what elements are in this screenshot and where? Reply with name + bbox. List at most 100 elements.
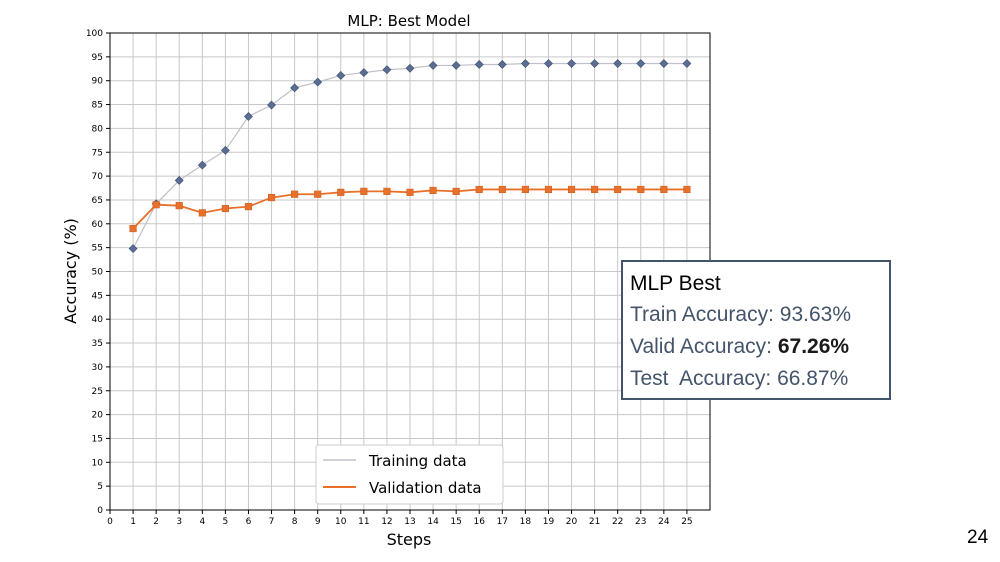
x-tick-label: 1: [130, 517, 136, 527]
data-point-training-data: [659, 59, 669, 68]
y-tick-label: 80: [92, 124, 104, 134]
y-tick-label: 0: [97, 506, 103, 516]
y-tick-label: 70: [92, 172, 104, 182]
y-tick-label: 15: [92, 434, 103, 444]
x-tick-label: 3: [176, 517, 182, 527]
test-accuracy-label: Test Accuracy:: [630, 367, 778, 390]
x-axis-label: Steps: [387, 530, 432, 549]
x-tick-label: 4: [199, 517, 205, 527]
data-point-validation-data: [152, 201, 160, 209]
data-point-training-data: [636, 59, 646, 68]
y-tick-label: 55: [92, 244, 103, 254]
data-point-validation-data: [360, 187, 368, 195]
x-tick-label: 21: [589, 517, 600, 527]
x-tick-label: 19: [543, 517, 555, 527]
x-tick-label: 13: [404, 517, 415, 527]
y-tick-label: 20: [92, 411, 104, 421]
y-axis-ticks: 0 5 10 15 20 25 30 35 40 45 50 55 60 65 70 75 80 85 90 95 10…: [86, 29, 110, 516]
series-training-data: [128, 59, 692, 254]
x-tick-label: 6: [246, 517, 252, 527]
data-point-validation-data: [452, 187, 460, 195]
train-accuracy-value: 93.63%: [779, 303, 852, 326]
data-point-training-data: [244, 112, 253, 121]
data-point-validation-data: [614, 185, 622, 194]
y-tick-label: 75: [92, 148, 103, 158]
data-point-training-data: [174, 175, 184, 185]
data-point-validation-data: [244, 203, 253, 211]
series-validation-data: [129, 185, 691, 233]
data-point-validation-data: [129, 225, 137, 233]
x-tick-label: 12: [381, 517, 392, 527]
chart-title: MLP: Best Model: [347, 12, 470, 30]
legend-label-training: Training data: [368, 452, 467, 470]
x-tick-label: 8: [292, 517, 298, 527]
data-point-training-data: [682, 59, 692, 68]
x-tick-label: 17: [497, 517, 508, 527]
data-point-validation-data: [475, 185, 483, 194]
data-point-validation-data: [291, 190, 299, 198]
y-tick-label: 40: [92, 315, 104, 325]
data-point-validation-data: [314, 190, 322, 198]
data-point-validation-data: [660, 185, 668, 194]
y-tick-label: 100: [86, 29, 103, 39]
y-tick-label: 90: [92, 77, 104, 87]
results-summary-box: MLP Best Train Accuracy: 93.63% Valid Ac…: [621, 260, 891, 400]
x-tick-label: 2: [153, 517, 159, 527]
summary-title: MLP Best: [630, 272, 721, 295]
data-point-validation-data: [498, 185, 506, 194]
data-point-validation-data: [429, 186, 437, 194]
x-tick-label: 20: [566, 517, 578, 527]
data-point-training-data: [520, 59, 530, 68]
test-accuracy-value: 66.87%: [777, 367, 849, 390]
data-point-validation-data: [383, 187, 391, 195]
y-axis-label: Accuracy (%): [61, 218, 80, 324]
y-tick-label: 35: [92, 339, 103, 349]
y-tick-label: 25: [92, 387, 103, 397]
data-point-training-data: [359, 68, 369, 78]
data-point-training-data: [451, 61, 461, 70]
legend: Training data Validation data: [315, 444, 504, 505]
data-point-validation-data: [637, 185, 645, 194]
data-point-validation-data: [567, 185, 576, 194]
x-tick-label: 25: [681, 517, 692, 527]
data-point-validation-data: [175, 202, 183, 210]
data-point-training-data: [613, 59, 623, 68]
data-point-training-data: [405, 63, 415, 73]
x-tick-label: 23: [635, 517, 646, 527]
data-point-training-data: [128, 244, 138, 254]
y-tick-label: 95: [92, 53, 103, 63]
data-point-training-data: [544, 59, 553, 68]
y-tick-label: 65: [92, 196, 103, 206]
legend-label-validation: Validation data: [369, 479, 482, 497]
y-tick-label: 50: [92, 268, 104, 278]
valid-accuracy-label: Valid Accuracy:: [630, 335, 778, 358]
valid-accuracy-value: 67.26%: [777, 335, 850, 358]
data-point-training-data: [267, 100, 276, 110]
grid: [109, 32, 710, 511]
y-tick-label: 10: [92, 458, 104, 468]
data-point-training-data: [220, 145, 230, 155]
data-point-validation-data: [406, 188, 414, 196]
series-layer: [128, 59, 692, 254]
y-tick-label: 60: [92, 220, 104, 230]
legend-frame: [315, 444, 504, 505]
data-point-validation-data: [337, 188, 345, 196]
x-tick-label: 9: [315, 517, 321, 527]
data-point-training-data: [497, 60, 507, 69]
data-point-validation-data: [544, 185, 553, 194]
data-point-training-data: [428, 61, 438, 70]
y-tick-label: 85: [92, 101, 103, 111]
x-tick-label: 16: [474, 517, 486, 527]
x-tick-label: 7: [269, 517, 275, 527]
train-accuracy-label: Train Accuracy:: [630, 303, 780, 326]
data-point-validation-data: [267, 194, 276, 202]
slide-number: 24: [967, 527, 989, 548]
x-tick-label: 24: [658, 517, 670, 527]
x-tick-label: 10: [335, 517, 347, 527]
data-point-validation-data: [221, 204, 229, 213]
x-tick-label: 11: [358, 517, 369, 527]
data-point-validation-data: [591, 185, 599, 194]
x-tick-label: 5: [223, 517, 229, 527]
data-point-training-data: [336, 71, 346, 80]
x-tick-label: 15: [450, 517, 461, 527]
